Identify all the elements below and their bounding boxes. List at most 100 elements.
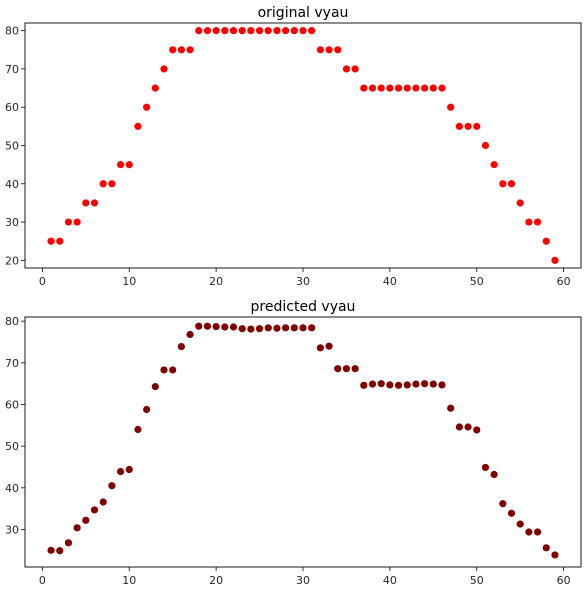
chart-title: original vyau bbox=[258, 5, 349, 21]
data-point bbox=[368, 380, 377, 388]
y-tick-label: 80 bbox=[5, 25, 19, 38]
data-point bbox=[264, 324, 272, 332]
data-point bbox=[134, 122, 142, 130]
subplot-1: original vyau 0 10 20 30 40 50 60 20 30 40 50 60 70 80 bbox=[5, 5, 582, 288]
y-tick-label: 50 bbox=[5, 140, 19, 153]
data-point bbox=[177, 46, 185, 54]
data-point bbox=[177, 342, 185, 351]
data-point bbox=[212, 27, 220, 35]
data-point bbox=[334, 365, 342, 373]
data-point bbox=[368, 84, 377, 92]
data-point bbox=[481, 463, 490, 472]
data-point bbox=[229, 27, 238, 35]
x-tick-label: 50 bbox=[470, 275, 484, 288]
data-point bbox=[516, 199, 524, 207]
data-point bbox=[99, 498, 107, 506]
subplot-2: predicted vyau 0 10 20 30 40 50 60 30 40 50 60 70 80 bbox=[5, 299, 582, 587]
data-point bbox=[299, 27, 307, 35]
data-point bbox=[229, 323, 238, 331]
data-point bbox=[116, 161, 125, 169]
data-point bbox=[551, 256, 559, 264]
data-point bbox=[255, 27, 264, 35]
y-tick-label: 40 bbox=[5, 482, 19, 495]
data-point bbox=[360, 381, 368, 389]
data-point bbox=[203, 322, 212, 330]
data-point bbox=[507, 180, 516, 188]
data-point bbox=[499, 500, 507, 508]
data-point bbox=[308, 324, 316, 332]
data-point bbox=[377, 380, 385, 388]
data-point bbox=[203, 27, 212, 35]
x-tick-label: 30 bbox=[296, 574, 310, 587]
plot-area-frame bbox=[24, 22, 582, 269]
x-tick-label: 20 bbox=[209, 275, 223, 288]
data-point bbox=[481, 141, 490, 150]
data-point bbox=[455, 122, 463, 130]
data-point bbox=[386, 381, 394, 389]
data-point bbox=[255, 325, 264, 333]
x-tick-label: 10 bbox=[122, 574, 136, 587]
data-point bbox=[82, 516, 90, 524]
x-tick-label: 40 bbox=[383, 574, 397, 587]
y-tick-label: 40 bbox=[5, 178, 19, 191]
data-point bbox=[403, 84, 411, 92]
data-point bbox=[73, 218, 81, 226]
data-point bbox=[334, 46, 342, 54]
data-point bbox=[438, 84, 446, 92]
data-point bbox=[160, 65, 168, 73]
data-point bbox=[464, 423, 472, 431]
x-tick-label: 40 bbox=[383, 275, 397, 288]
data-point bbox=[264, 27, 272, 35]
data-point bbox=[143, 103, 151, 111]
data-point bbox=[290, 324, 298, 332]
data-point bbox=[116, 467, 125, 476]
x-tick-label: 50 bbox=[470, 574, 484, 587]
data-point bbox=[412, 380, 420, 388]
x-tick-label: 60 bbox=[557, 574, 571, 587]
data-point bbox=[221, 323, 229, 331]
data-point bbox=[273, 324, 281, 332]
x-tick-label: 10 bbox=[122, 275, 136, 288]
data-point bbox=[134, 425, 142, 434]
data-point bbox=[316, 344, 324, 352]
data-point bbox=[186, 330, 194, 339]
y-tick-label: 60 bbox=[5, 399, 19, 412]
data-point bbox=[151, 382, 159, 391]
data-point bbox=[169, 366, 177, 374]
data-point bbox=[394, 84, 403, 92]
data-point bbox=[282, 27, 290, 35]
data-point bbox=[490, 470, 498, 479]
data-series bbox=[47, 322, 559, 559]
data-point bbox=[108, 482, 116, 490]
chart-title: predicted vyau bbox=[251, 299, 356, 315]
data-point bbox=[290, 27, 298, 35]
data-point bbox=[447, 103, 455, 111]
data-point bbox=[342, 65, 351, 73]
data-point bbox=[464, 122, 472, 130]
y-tick-label: 60 bbox=[5, 101, 19, 114]
data-point bbox=[160, 366, 168, 374]
data-point bbox=[247, 325, 255, 333]
data-point bbox=[247, 27, 255, 35]
x-tick-label: 0 bbox=[39, 574, 46, 587]
x-tick-label: 30 bbox=[296, 275, 310, 288]
y-tick-label: 70 bbox=[5, 357, 19, 370]
data-point bbox=[490, 161, 498, 169]
data-point bbox=[377, 84, 385, 92]
data-point bbox=[507, 509, 516, 517]
y-tick-label: 20 bbox=[5, 254, 19, 267]
data-point bbox=[273, 27, 281, 35]
data-point bbox=[386, 84, 394, 92]
x-tick-label: 0 bbox=[39, 275, 46, 288]
data-point bbox=[56, 237, 64, 245]
y-tick-label: 50 bbox=[5, 440, 19, 453]
data-point bbox=[212, 322, 220, 331]
data-point bbox=[186, 46, 194, 54]
data-point bbox=[455, 423, 463, 431]
data-point bbox=[351, 65, 359, 73]
data-point bbox=[90, 506, 99, 514]
data-point bbox=[525, 528, 533, 536]
data-point bbox=[151, 84, 159, 92]
data-point bbox=[533, 528, 542, 536]
